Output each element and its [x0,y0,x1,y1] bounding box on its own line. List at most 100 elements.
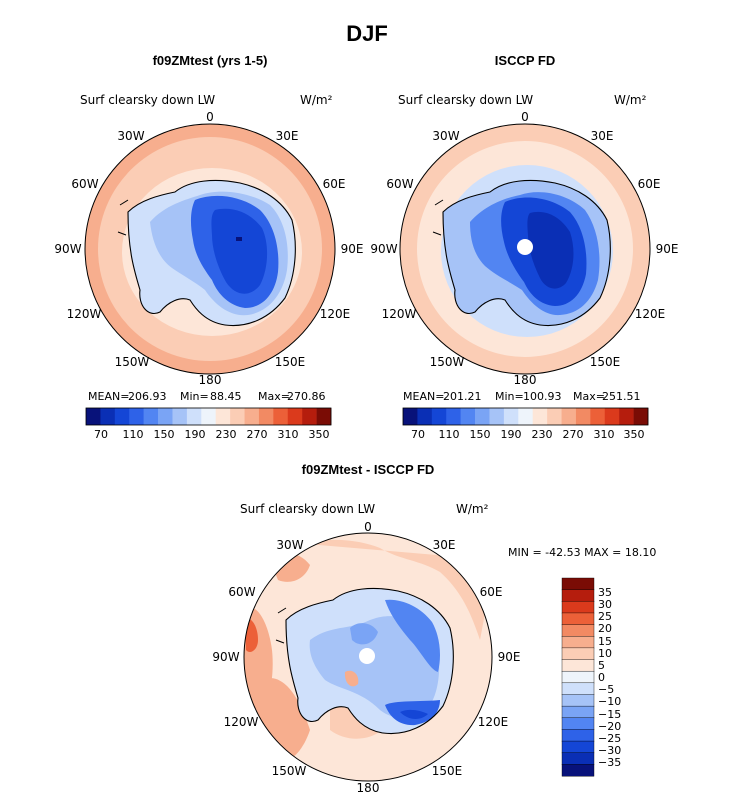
colorbar-tick-label: 110 [439,428,460,441]
colorbar-swatch [561,408,577,425]
colorbar-swatch [129,408,144,425]
colorbar-swatch [244,408,260,425]
lon-label-30w: 30W [432,129,459,143]
panel-title: f09ZMtest (yrs 1-5) [153,53,268,68]
field-antarctica-core [211,208,268,294]
colorbar-tick-label: 350 [309,428,330,441]
colorbar-swatch [518,408,533,425]
colorbar-swatch [561,601,595,614]
colorbar-tick-label: −15 [598,708,621,721]
units-label: W/m² [614,93,647,107]
coastline-islands [432,199,444,236]
colorbar-swatch [273,408,289,425]
colorbar-swatch [503,408,519,425]
colorbar-swatch [619,408,634,425]
panel-title: ISCCP FD [495,53,555,68]
field-minimum [400,709,428,719]
colorbar-swatch [561,752,595,765]
colorbar-swatch [561,577,595,591]
stat-min-value: 100.93 [523,390,562,403]
field-antarctica-east [385,599,440,672]
colorbar-swatch [287,408,303,425]
map-field [85,124,335,374]
lon-label-90e: 90E [498,650,521,664]
colorbar-swatch [561,694,595,707]
lon-label-120e: 120E [478,715,509,729]
colorbar-swatch [532,408,548,425]
colorbar-swatch [258,408,274,425]
coastline-islands [275,607,287,644]
lon-label-150e: 150E [432,764,463,778]
colorbar-swatch [172,408,188,425]
colorbar-tick-label: 35 [598,586,612,599]
colorbar-swatch [215,408,231,425]
colorbar-tick-label: −20 [598,720,621,733]
stat-mean-value: 201.21 [443,390,482,403]
lon-label-120w: 120W [67,307,102,321]
lon-label-60w: 60W [71,177,98,191]
colorbar-swatch [431,408,447,425]
colorbar-swatch [460,408,476,425]
colorbar-tick-label: −10 [598,695,621,708]
lon-label-150w: 150W [430,355,465,369]
colorbar-tick-label: 30 [598,598,612,611]
lon-label-90w: 90W [54,242,81,256]
colorbar-tick-label: 0 [598,671,605,684]
colorbar-tick-label: 10 [598,647,612,660]
colorbar-swatch [158,408,173,425]
lon-label-180: 180 [514,373,537,387]
stat-max-label: Max= [258,390,290,403]
field-antarctica-core [527,211,574,289]
colorbar-tick-label: −35 [598,756,621,769]
colorbar-swatch [561,740,595,754]
colorbar-swatch [302,408,317,425]
colorbar-swatch [561,589,595,602]
field-patch-ross [344,670,359,687]
field-antarctica-interior [350,623,378,645]
stat-max-label: Max= [573,390,605,403]
colorbar-swatch [561,624,595,637]
lon-label-150w: 150W [115,355,150,369]
colorbar-swatch [561,717,595,730]
colorbar-tick-label: −30 [598,744,621,757]
stat-min-label: Min= [495,390,524,403]
stat-min-value: 88.45 [210,390,242,403]
colorbar-swatch [561,647,595,661]
colorbar-swatch [561,729,595,742]
lon-label-90e: 90E [341,242,364,256]
colorbar-tick-label: 15 [598,635,612,648]
colorbar-swatch [143,408,159,425]
lon-label-180: 180 [199,373,222,387]
map-field [400,124,650,374]
colorbar-tick-label: 310 [594,428,615,441]
colorbar-swatch [561,612,595,626]
colorbar-swatch [561,659,595,672]
variable-label: Surf clearsky down LW [240,502,375,516]
panel-title: f09ZMtest - ISCCP FD [302,462,435,477]
colorbar [402,407,649,426]
lon-label-0: 0 [521,110,529,124]
colorbar-tick-label: 190 [185,428,206,441]
lon-label-120w: 120W [382,307,417,321]
colorbar-tick-label: −25 [598,732,621,745]
panel-difference: f09ZMtest - ISCCP FD Surf clearsky down … [212,462,656,795]
colorbar [85,407,332,426]
colorbar-tick-label: 110 [123,428,144,441]
map-boundary [243,532,493,782]
units-label: W/m² [456,502,489,516]
lon-label-30w: 30W [117,129,144,143]
lon-label-60e: 60E [323,177,346,191]
colorbar-swatch [561,764,595,777]
stat-max-value: 251.51 [602,390,641,403]
lon-label-0: 0 [364,520,372,534]
field-patch-north [260,539,492,640]
colorbar-tick-label: 70 [411,428,425,441]
map-field [244,533,492,781]
colorbar-tick-label: 270 [247,428,268,441]
colorbar-swatch [561,705,595,719]
colorbar-tick-label: 20 [598,622,612,635]
lon-label-60e: 60E [480,585,503,599]
colorbar-swatch [561,670,595,684]
lon-label-60w: 60W [386,177,413,191]
